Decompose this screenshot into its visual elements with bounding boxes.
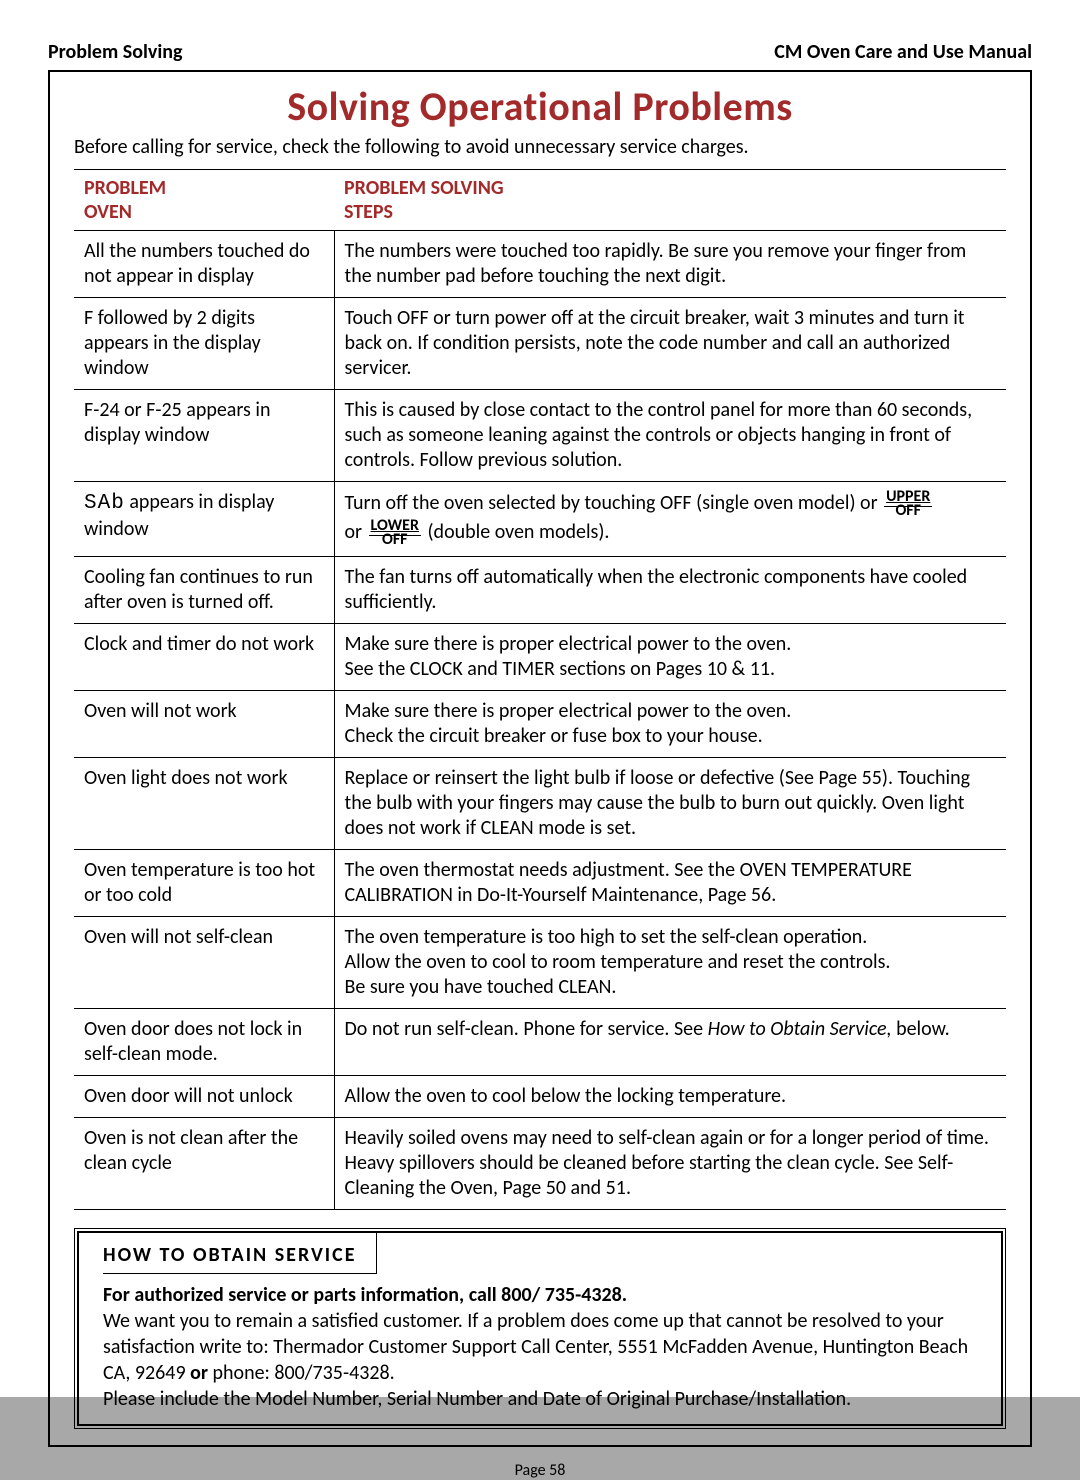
troubleshoot-table: PROBLEM OVEN PROBLEM SOLVING STEPS All t… [74, 169, 1006, 1210]
service-paragraph: We want you to remain a satisfied custom… [103, 1308, 977, 1386]
problem-cell: Oven light does not work [74, 757, 334, 849]
column-header-steps: PROBLEM SOLVING STEPS [334, 170, 1006, 231]
column-header-problem: PROBLEM OVEN [74, 170, 334, 231]
problem-cell: All the numbers touched do not appear in… [74, 231, 334, 298]
solution-cell: Allow the oven to cool below the locking… [334, 1075, 1006, 1117]
problem-cell: Oven door does not lock in self-clean mo… [74, 1008, 334, 1075]
problem-cell: Cooling fan continues to run after oven … [74, 556, 334, 623]
problem-cell: Oven door will not unlock [74, 1075, 334, 1117]
header-left: Problem Solving [48, 40, 182, 64]
table-row: Clock and timer do not work Make sure th… [74, 623, 1006, 690]
problem-cell: Clock and timer do not work [74, 623, 334, 690]
solution-cell: Replace or reinsert the light bulb if lo… [334, 757, 1006, 849]
table-row: Oven door does not lock in self-clean mo… [74, 1008, 1006, 1075]
manual-page: Problem Solving CM Oven Care and Use Man… [0, 0, 1080, 1397]
error-code: SAb [84, 492, 125, 515]
service-box: HOW TO OBTAIN SERVICE For authorized ser… [74, 1228, 1006, 1429]
table-row: All the numbers touched do not appear in… [74, 231, 1006, 298]
solution-cell: The oven thermostat needs adjustment. Se… [334, 849, 1006, 916]
problem-cell: Oven will not work [74, 690, 334, 757]
problem-cell: F-24 or F-25 appears in display window [74, 390, 334, 482]
solution-cell: This is caused by close contact to the c… [334, 390, 1006, 482]
solution-cell: Do not run self-clean. Phone for service… [334, 1008, 1006, 1075]
upper-off-label: UPPEROFF [884, 490, 932, 519]
solution-cell: Heavily soiled ovens may need to self-cl… [334, 1117, 1006, 1209]
problem-cell: F followed by 2 digits appears in the di… [74, 298, 334, 390]
service-phone-line: For authorized service or parts informat… [103, 1282, 977, 1308]
page-number: Page 58 [48, 1461, 1032, 1480]
table-row: F-24 or F-25 appears in display window T… [74, 390, 1006, 482]
problem-cell: Oven will not self-clean [74, 916, 334, 1008]
table-row: Oven door will not unlock Allow the oven… [74, 1075, 1006, 1117]
solution-cell: The numbers were touched too rapidly. Be… [334, 231, 1006, 298]
service-heading: HOW TO OBTAIN SERVICE [103, 1233, 377, 1274]
service-body: For authorized service or parts informat… [103, 1282, 977, 1412]
table-row: F followed by 2 digits appears in the di… [74, 298, 1006, 390]
table-row: Oven temperature is too hot or too cold … [74, 849, 1006, 916]
table-row: Oven will not work Make sure there is pr… [74, 690, 1006, 757]
table-row: Oven will not self-clean The oven temper… [74, 916, 1006, 1008]
content-frame: Solving Operational Problems Before call… [48, 70, 1032, 1447]
intro-text: Before calling for service, check the fo… [74, 135, 1006, 159]
solution-cell: Make sure there is proper electrical pow… [334, 623, 1006, 690]
solution-cell: Turn off the oven selected by touching O… [334, 482, 1006, 557]
main-title: Solving Operational Problems [74, 82, 1006, 131]
problem-cell: Oven is not clean after the clean cycle [74, 1117, 334, 1209]
lower-off-label: LOWEROFF [369, 519, 421, 548]
table-row: Oven light does not work Replace or rein… [74, 757, 1006, 849]
page-header: Problem Solving CM Oven Care and Use Man… [48, 40, 1032, 64]
header-right: CM Oven Care and Use Manual [774, 40, 1032, 64]
solution-cell: The oven temperature is too high to set … [334, 916, 1006, 1008]
table-row: Oven is not clean after the clean cycle … [74, 1117, 1006, 1209]
problem-cell: Oven temperature is too hot or too cold [74, 849, 334, 916]
table-row: SAb appears in display window Turn off t… [74, 482, 1006, 557]
table-row: Cooling fan continues to run after oven … [74, 556, 1006, 623]
solution-cell: Touch OFF or turn power off at the circu… [334, 298, 1006, 390]
problem-cell: SAb appears in display window [74, 482, 334, 557]
service-note: Please include the Model Number, Serial … [103, 1386, 977, 1412]
solution-cell: The fan turns off automatically when the… [334, 556, 1006, 623]
solution-cell: Make sure there is proper electrical pow… [334, 690, 1006, 757]
